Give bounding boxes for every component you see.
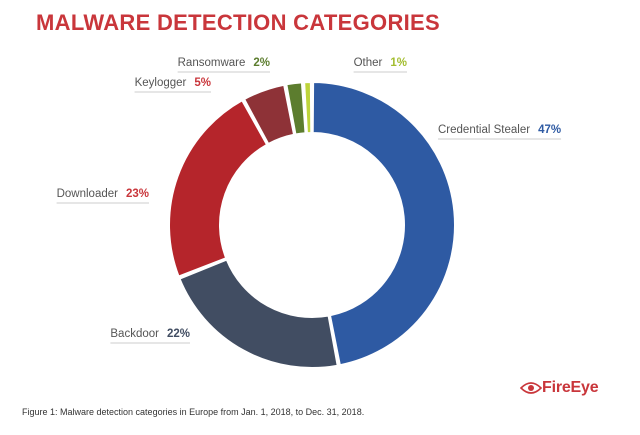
category-name: Other (354, 57, 383, 69)
category-value: 23% (126, 188, 149, 200)
slice-backdoor (178, 258, 339, 369)
label-keylogger: Keylogger 5% (134, 77, 211, 93)
label-ransomware: Ransomware 2% (177, 57, 270, 73)
category-value: 22% (167, 328, 190, 340)
label-text-keylogger: Keylogger 5% (135, 77, 211, 89)
label-text-downloader: Downloader 23% (57, 188, 149, 200)
slice-downloader (168, 98, 269, 278)
category-value: 5% (194, 77, 211, 89)
category-value: 1% (390, 57, 407, 69)
category-name: Credential Stealer (438, 124, 530, 136)
label-credential-stealer: Credential Stealer 47% (438, 124, 562, 140)
label-text-ransomware: Ransomware 2% (178, 57, 270, 69)
chart-title: MALWARE DETECTION CATEGORIES (36, 10, 441, 35)
label-text-credential-stealer: Credential Stealer 47% (438, 124, 561, 136)
slice-keylogger (242, 83, 296, 146)
fireeye-logo: FireEye (520, 379, 599, 397)
category-value: 47% (538, 124, 561, 136)
logo-text: FireEye (542, 379, 599, 396)
category-name: Backdoor (110, 328, 159, 340)
label-backdoor: Backdoor 22% (110, 328, 190, 344)
figure-caption: Figure 1: Malware detection categories i… (22, 407, 365, 417)
category-name: Keylogger (135, 77, 187, 89)
slice-ransomware (285, 81, 307, 136)
label-other: Other 1% (353, 57, 407, 73)
category-name: Ransomware (178, 57, 246, 69)
category-value: 2% (253, 57, 270, 69)
category-name: Downloader (57, 188, 119, 200)
label-downloader: Downloader 23% (56, 188, 149, 204)
eye-icon (520, 382, 542, 394)
slice-other (303, 80, 313, 135)
donut-chart: Credential Stealer 47% Backdoor 22% Download… (56, 57, 562, 369)
label-text-backdoor: Backdoor 22% (110, 328, 190, 340)
slice-credential-stealer (311, 80, 456, 367)
label-text-other: Other 1% (354, 57, 407, 69)
